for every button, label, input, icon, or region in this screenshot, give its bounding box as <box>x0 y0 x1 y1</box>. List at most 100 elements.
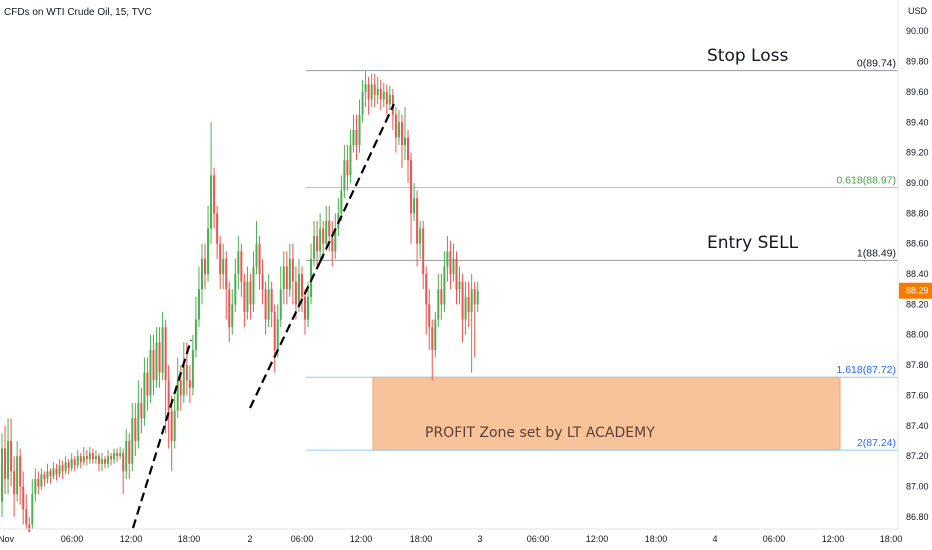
candle <box>85 450 88 466</box>
x-tick-label: 18:00 <box>880 534 903 544</box>
candle <box>246 266 249 320</box>
candle <box>113 448 116 464</box>
candle <box>473 281 476 358</box>
candle-body <box>334 228 337 252</box>
x-tick-label: 4 <box>712 534 717 544</box>
candle <box>91 448 94 464</box>
candle-body <box>67 462 70 469</box>
candle <box>22 471 25 525</box>
candle-body <box>128 440 131 464</box>
candle-body <box>197 289 200 320</box>
candle <box>170 395 173 472</box>
candle <box>285 251 288 305</box>
candle-body <box>137 403 140 441</box>
candle <box>276 304 279 358</box>
candle-body <box>267 289 270 320</box>
y-tick-label: 87.00 <box>906 482 929 492</box>
candle <box>155 327 158 388</box>
candle-body <box>419 228 422 244</box>
candle-body <box>397 122 400 138</box>
candle-body <box>325 220 328 244</box>
candle <box>237 236 240 290</box>
candle <box>316 220 319 267</box>
candle-body <box>200 258 203 290</box>
candle <box>449 240 452 290</box>
candle <box>119 447 122 460</box>
candle-body <box>161 327 164 373</box>
candle-body <box>246 281 249 312</box>
candle <box>288 243 291 297</box>
candle-body <box>388 94 391 105</box>
candle-body <box>243 281 246 312</box>
entry-sell-label: Entry SELL <box>707 233 799 253</box>
price-axis[interactable]: USD 90.00 89.80 89.60 89.40 89.20 89.00 88.80 88… <box>897 0 932 529</box>
candle-body <box>285 266 288 290</box>
y-tick-label: 90.00 <box>906 26 929 36</box>
candle-body <box>422 228 425 275</box>
candle <box>434 311 437 358</box>
candle <box>149 334 152 404</box>
candle <box>270 281 273 328</box>
time-axis[interactable]: Nov 06:00 12:00 18:00 2 06:00 12:00 18:00 3 06:00… <box>0 528 903 544</box>
candle <box>207 205 210 282</box>
candle-body <box>25 509 28 525</box>
x-tick-label: Nov <box>0 534 14 544</box>
candle-body <box>176 380 179 411</box>
chart-title: CFDs on WTI Crude Oil, 15, TVC <box>4 7 152 18</box>
candle-body <box>231 304 234 328</box>
candle-body <box>307 296 310 320</box>
x-tick-label: 06:00 <box>763 534 786 544</box>
candle-body <box>43 474 46 479</box>
candle-body <box>110 456 113 460</box>
candle-body <box>264 289 267 320</box>
candle-body <box>322 228 325 244</box>
candle <box>400 114 403 168</box>
candle-body <box>340 190 343 214</box>
candle-body <box>76 456 79 466</box>
candle <box>322 220 325 259</box>
candle-body <box>61 465 64 472</box>
candle <box>200 243 203 305</box>
fib-label: 1.618(87.72) <box>836 364 896 376</box>
candle <box>313 220 316 267</box>
candle-body <box>382 91 385 100</box>
last-price-badge <box>899 282 932 299</box>
candle-body <box>276 319 279 350</box>
candle-body <box>288 258 291 290</box>
candle <box>416 190 419 267</box>
candle-body <box>46 471 49 479</box>
candle <box>422 220 425 290</box>
candle <box>19 448 22 505</box>
candles <box>1 70 479 533</box>
candle <box>125 428 128 479</box>
y-tick-label: 88.20 <box>906 299 929 309</box>
candle-body <box>394 114 397 138</box>
candle <box>437 274 440 328</box>
candle <box>197 266 200 328</box>
candle-body <box>182 365 185 396</box>
candle-body <box>82 456 85 463</box>
candle <box>49 468 52 484</box>
candle-body <box>1 448 3 502</box>
candle-body <box>373 84 376 95</box>
candle <box>407 129 410 183</box>
candle-body <box>470 289 473 312</box>
last-price-label: 88.29 <box>906 286 929 296</box>
trendlines <box>131 103 395 529</box>
candle <box>470 274 473 373</box>
y-tick-label: 87.20 <box>906 451 929 461</box>
candle-body <box>122 453 125 472</box>
candle-body <box>331 236 334 252</box>
candle <box>240 243 243 297</box>
candle <box>419 220 422 259</box>
candle-body <box>158 342 161 373</box>
profit-zone-layer <box>372 376 841 451</box>
candle-body <box>258 243 261 275</box>
candle-body <box>300 274 303 297</box>
candle <box>397 110 400 146</box>
candle-body <box>131 418 134 464</box>
candle-body <box>91 453 94 460</box>
candle <box>358 99 361 153</box>
candle-body <box>152 349 155 381</box>
